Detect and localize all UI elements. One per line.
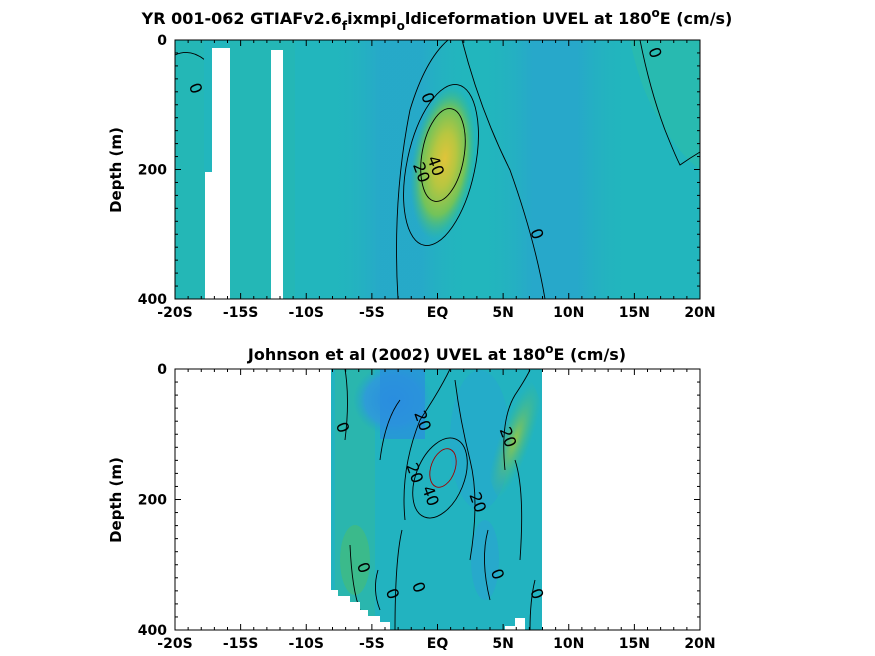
top-x-tick-label: -5S bbox=[359, 305, 385, 321]
top-y-axis-label: Depth (m) bbox=[107, 127, 125, 213]
bottom-x-tick-label: EQ bbox=[427, 636, 449, 652]
top-x-tick-label: 10N bbox=[553, 305, 584, 321]
bottom-x-tick-label: -15S bbox=[223, 636, 258, 652]
bottom-panel: Johnson et al (2002) UVEL at 180oE (cm/s… bbox=[107, 342, 716, 652]
top-x-tick-label: -15S bbox=[223, 305, 258, 321]
top-y-ticks: 0 200 400 bbox=[138, 33, 700, 308]
top-x-tick-label: EQ bbox=[427, 305, 449, 321]
bottom-x-tick-label: 5N bbox=[492, 636, 513, 652]
top-x-ticks: -20S -15S -10S -5S EQ 5N 10N 15N 20N bbox=[157, 40, 716, 321]
bottom-field bbox=[331, 369, 542, 630]
bottom-y-ticks: 0 200 400 bbox=[138, 362, 700, 639]
top-x-tick-label: -20S bbox=[157, 305, 192, 321]
top-panel-title: YR 001-062 GTIAFv2.6fixmpioldiceformatio… bbox=[141, 6, 733, 33]
top-panel: YR 001-062 GTIAFv2.6fixmpioldiceformatio… bbox=[107, 6, 732, 321]
bottom-panel-title: Johnson et al (2002) UVEL at 180oE (cm/s… bbox=[247, 342, 626, 364]
top-y-tick-label: 0 bbox=[157, 33, 167, 49]
top-x-tick-label: -10S bbox=[289, 305, 324, 321]
bottom-x-tick-label: -5S bbox=[359, 636, 385, 652]
bottom-y-axis-label: Depth (m) bbox=[107, 457, 125, 543]
bottom-x-tick-label: -20S bbox=[157, 636, 192, 652]
bottom-x-tick-label: 20N bbox=[684, 636, 715, 652]
top-field bbox=[175, 40, 700, 299]
bottom-y-tick-label: 0 bbox=[157, 362, 167, 378]
top-x-tick-label: 5N bbox=[492, 305, 513, 321]
top-x-tick-label: 20N bbox=[684, 305, 715, 321]
top-x-tick-label: 15N bbox=[619, 305, 650, 321]
bottom-y-tick-label: 200 bbox=[138, 493, 167, 509]
top-y-tick-label: 200 bbox=[138, 163, 167, 179]
bottom-x-ticks: -20S -15S -10S -5S EQ 5N 10N 15N 20N bbox=[157, 369, 716, 652]
bottom-y-tick-label: 400 bbox=[138, 623, 167, 639]
bottom-x-tick-label: 10N bbox=[553, 636, 584, 652]
bottom-x-tick-label: 15N bbox=[619, 636, 650, 652]
bottom-x-tick-label: -10S bbox=[289, 636, 324, 652]
top-y-tick-label: 400 bbox=[138, 292, 167, 308]
